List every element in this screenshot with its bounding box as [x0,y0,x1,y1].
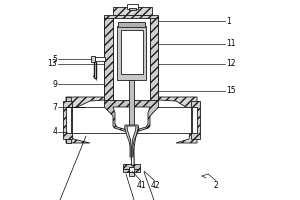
Text: 4: 4 [52,128,57,136]
Bar [66,107,197,133]
Bar [123,167,140,172]
Bar [118,22,146,27]
Bar [129,80,134,129]
Polygon shape [127,126,136,156]
Text: 5: 5 [52,54,57,64]
Text: 41: 41 [136,181,146,190]
Polygon shape [125,126,138,165]
Text: 15: 15 [226,86,236,95]
Text: 42: 42 [150,181,160,190]
Bar [127,4,138,9]
Text: 2: 2 [214,181,218,190]
Bar [129,8,136,10]
Bar [150,18,158,100]
Bar [123,164,140,169]
Bar [113,18,150,100]
Bar [121,30,142,74]
Bar [117,26,146,80]
Polygon shape [113,107,150,130]
Bar [66,107,71,133]
Bar [113,7,152,15]
Polygon shape [158,97,197,143]
Bar [129,167,134,172]
Bar [91,56,95,62]
Polygon shape [125,126,139,165]
Bar [191,101,200,139]
Bar [104,15,158,100]
Text: 7: 7 [52,102,57,112]
Bar [104,18,113,100]
Polygon shape [125,125,138,157]
Polygon shape [66,97,71,143]
Bar [129,165,134,176]
Polygon shape [104,100,158,132]
Bar [192,107,197,133]
Bar [95,57,105,61]
Bar [63,101,72,139]
Polygon shape [66,97,104,143]
Text: 12: 12 [226,60,236,68]
Text: 11: 11 [226,40,236,48]
Text: 1: 1 [226,17,231,25]
Text: 9: 9 [52,80,57,88]
Text: 13: 13 [47,60,57,68]
